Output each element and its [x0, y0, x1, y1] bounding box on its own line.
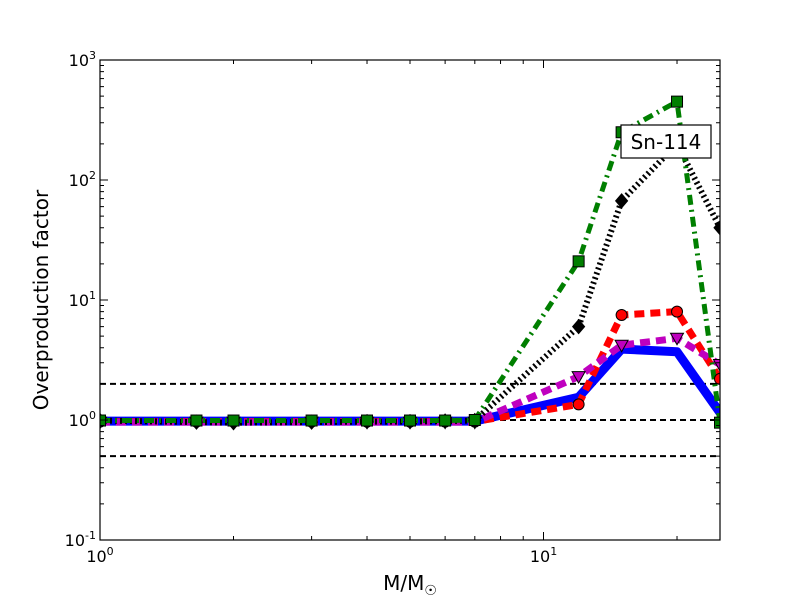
series-2-point	[571, 371, 586, 385]
series-1-point	[572, 398, 585, 411]
x-axis-label-sub: ☉	[424, 583, 437, 599]
series-4-point	[190, 414, 203, 427]
series-4-point	[100, 414, 106, 427]
series-4-point	[572, 255, 585, 268]
x-axis-label-main: M/M	[383, 571, 424, 595]
series-line-2	[100, 334, 720, 426]
y-tick-label: 102	[69, 169, 96, 190]
y-tick-label: 103	[69, 49, 96, 70]
y-tick-label: 100	[69, 409, 96, 430]
y-tick-label: 10-1	[65, 529, 96, 550]
series-4-point	[404, 414, 416, 427]
series-3-point	[571, 318, 586, 335]
series-1-point	[615, 308, 628, 321]
series-4-point	[439, 414, 452, 427]
series-1-point	[714, 372, 720, 385]
series-3-point	[614, 193, 629, 209]
annotation-box: Sn-114	[620, 124, 712, 159]
series-4-point	[227, 414, 240, 427]
x-tick-label: 100	[86, 545, 113, 566]
series-2-point	[614, 339, 629, 353]
series-4-point	[361, 414, 374, 427]
series-2-point	[669, 332, 685, 346]
series-4-point	[714, 416, 720, 429]
series-4-point	[305, 414, 318, 427]
y-axis-label: Overproduction factor	[29, 189, 53, 410]
x-tick-label: 101	[530, 545, 557, 566]
series-1-point	[671, 305, 684, 318]
series-line-3	[100, 140, 720, 426]
y-tick-label: 101	[69, 289, 96, 310]
x-axis-label: M/M☉	[383, 571, 437, 599]
series-4-point	[468, 414, 481, 426]
annotation-label: Sn-114	[631, 130, 702, 154]
series-4-point	[671, 95, 684, 108]
